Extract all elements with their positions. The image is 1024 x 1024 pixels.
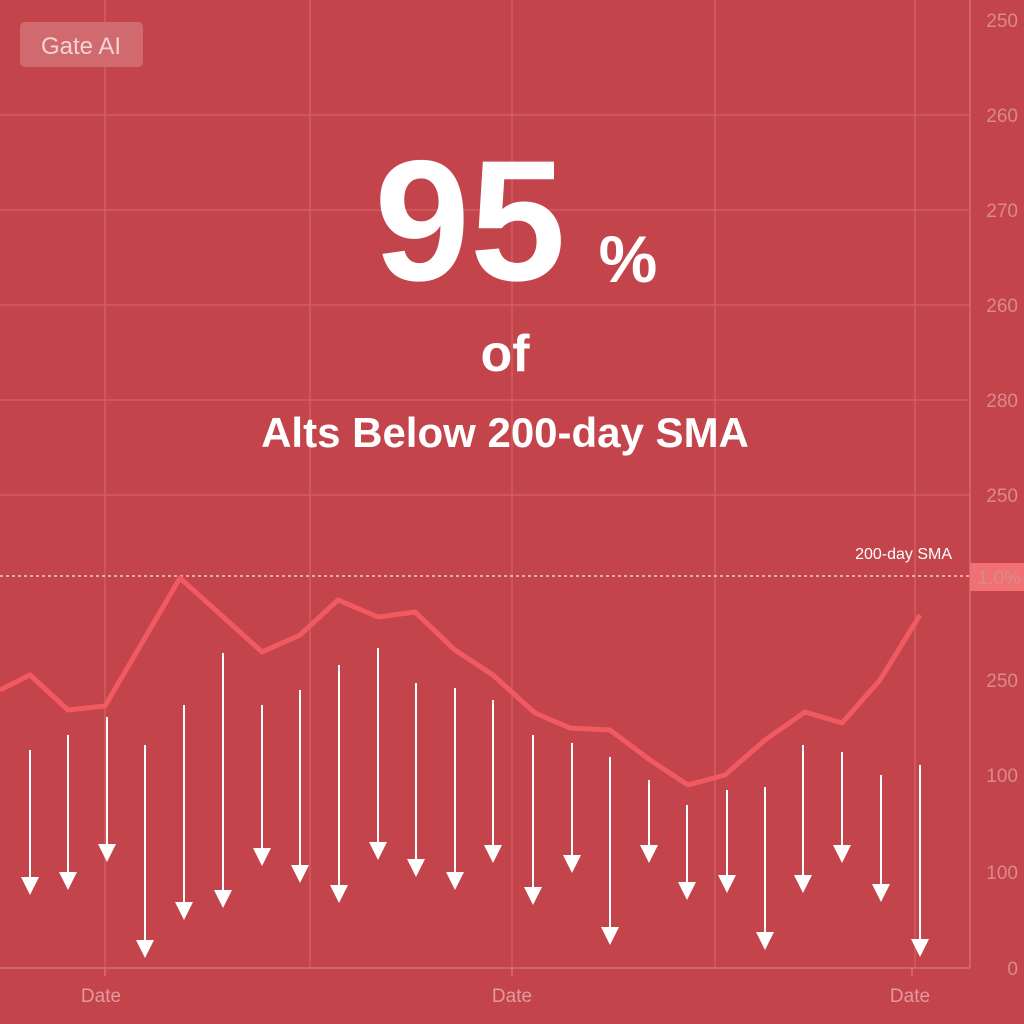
arrow-head — [601, 927, 619, 945]
arrow-head — [794, 875, 812, 893]
axis-label: 250 — [986, 486, 1018, 507]
arrow-head — [911, 939, 929, 957]
arrows — [21, 648, 929, 958]
axis-labels: 250 260 270 260 280 250 1.0% 250 100 100 0 Date Date… — [81, 11, 1021, 1007]
arrow-head — [330, 885, 348, 903]
axis-label: 280 — [986, 391, 1018, 412]
axis-label: 0 — [1007, 959, 1018, 980]
arrow-head — [872, 884, 890, 902]
arrow-head — [369, 842, 387, 860]
arrow-head — [640, 845, 658, 863]
headline-unit: % — [599, 222, 658, 296]
arrow-head — [563, 855, 581, 873]
axis-label: 270 — [986, 201, 1018, 222]
headline-number: 95 — [374, 125, 565, 317]
axis-label: 100 — [986, 766, 1018, 787]
headline-subtitle: Alts Below 200-day SMA — [261, 409, 749, 456]
arrow-head — [59, 872, 77, 890]
arrow-head — [446, 872, 464, 890]
axis-label: 250 — [986, 671, 1018, 692]
arrow-head — [718, 875, 736, 893]
arrow-head — [833, 845, 851, 863]
grid — [0, 0, 970, 968]
arrow-head — [175, 902, 193, 920]
bottom-label: Date — [81, 986, 121, 1007]
price-line — [0, 575, 923, 788]
arrow-head — [678, 882, 696, 900]
arrow-head — [484, 845, 502, 863]
axis-label: 100 — [986, 863, 1018, 884]
arrow-head — [214, 890, 232, 908]
bottom-label: Date — [492, 986, 532, 1007]
bottom-label: Date — [890, 986, 930, 1007]
axis-label: 260 — [986, 296, 1018, 317]
arrow-head — [407, 859, 425, 877]
axis-label: 1.0% — [978, 568, 1021, 589]
arrow-head — [98, 844, 116, 862]
headline-connector: of — [480, 325, 530, 383]
arrow-head — [756, 932, 774, 950]
arrow-head — [524, 887, 542, 905]
sma-badge — [970, 563, 1024, 591]
arrow-head — [136, 940, 154, 958]
brand: Gate AI — [41, 33, 121, 60]
axis-label: 260 — [986, 106, 1018, 127]
reference-label: 200-day SMA — [855, 546, 952, 563]
arrow-head — [21, 877, 39, 895]
brand-badge — [20, 22, 143, 67]
arrow-head — [253, 848, 271, 866]
axis-label: 250 — [986, 11, 1018, 32]
arrow-head — [291, 865, 309, 883]
